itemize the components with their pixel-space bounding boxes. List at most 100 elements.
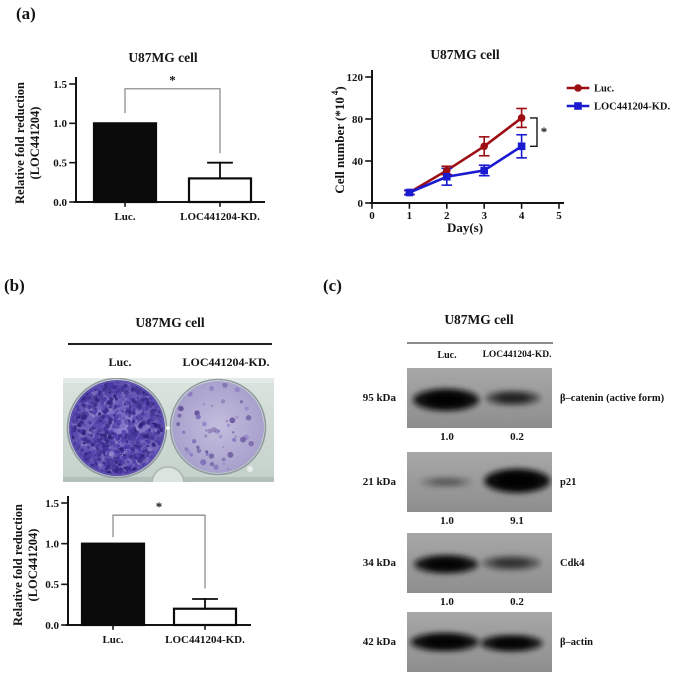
significance-asterisk: * [156,499,163,514]
protein-label: β–actin [560,636,593,648]
protein-label: Cdk4 [560,557,585,569]
blot-image-p21 [407,452,552,512]
y-tick-label: 120 [347,72,364,84]
y-tick-label: 40 [352,156,364,168]
y-axis-label: Cell number (*104) [330,86,347,193]
plate-edge-highlight [63,378,274,383]
panel-b-title: U87MG cell [135,315,205,330]
y-axis-label: (LOC441204) [26,529,40,602]
significance-bracket [124,88,221,154]
significance-bracket [112,514,206,589]
significance-bracket [530,117,538,147]
panel-a-bar-chart: 0.0 0.5 1.0 1.5 Luc. LOC441204-KD. * U87MG cell… [13,50,265,223]
panel-b-lane-label-kd: LOC441204-KD. [182,355,270,369]
legend-label: Luc. [594,84,615,95]
legend-marker-circle [574,84,582,92]
protein-band-core [430,479,462,485]
protein-band [480,635,543,652]
panel-b-lane-label-luc: Luc. [108,355,132,369]
protein-band [410,633,479,651]
densitometry-values: 1.0 0.2 [440,596,524,608]
y-tick-label: 1.0 [53,118,67,130]
y-axis-label: Relative fold reduction [13,82,27,204]
reflection-glint [247,466,253,472]
panel-b-bar-chart: 0.0 0.5 1.0 1.5 Luc. LOC441204-KD. * Relative f… [11,496,251,646]
panel-a-line-chart: 0 40 80 120 0 1 2 3 4 5 * U87MG cell Day(s) Cell numb… [330,47,671,235]
legend-marker-square [574,102,582,110]
protein-band [482,556,541,570]
x-tick-label: 1 [407,210,413,222]
category-label: Luc. [114,211,135,223]
series-line-LOC441204-KD. [408,145,523,194]
panel-c-title-rule [407,342,553,344]
chart-title: U87MG cell [430,47,500,62]
panel-c-lane-label-luc: Luc. [437,350,457,361]
y-tick-label: 80 [352,114,364,126]
panel-c-label: (c) [323,276,342,295]
protein-band-core [426,558,466,570]
x-tick-label: 4 [519,210,525,222]
y-tick-label: 0.0 [53,197,67,209]
data-point [517,142,526,151]
bar-LOC441204-KD. [187,177,253,204]
data-point [480,166,488,175]
y-axis-label: Relative fold reduction [11,504,25,626]
kda-label: 34 kDa [362,557,396,569]
protein-band-core [492,638,531,648]
partial-well [151,466,185,482]
y-tick-label: 0.5 [45,579,59,591]
well-kd-base [172,381,264,473]
y-axis-label: (LOC441204) [28,107,42,180]
protein-band [484,468,551,493]
panel-c-lane-label-kd: LOC441204-KD. [482,350,552,360]
reflection-glint [166,426,170,430]
protein-band-core [496,473,538,488]
x-tick-label: 0 [369,210,375,222]
kda-label: 95 kDa [362,392,396,404]
blot-membrane [407,452,552,512]
protein-band [414,555,479,574]
data-point [443,166,451,175]
data-point [517,114,526,122]
series-line-Luc. [408,116,523,194]
blot-membrane [407,612,552,672]
significance-asterisk: * [541,124,548,139]
protein-band [413,388,480,411]
x-tick-label: 2 [444,210,450,222]
blot-membrane [407,533,552,593]
x-axis-label: Day(s) [447,220,483,235]
protein-label: β–catenin (active form) [560,392,665,404]
y-tick-label: 0 [358,198,364,210]
legend-label: LOC441204-KD. [594,102,671,113]
data-point [480,142,488,151]
y-tick-label: 1.0 [45,539,59,551]
blot-image-Cdk4 [407,533,552,593]
densitometry-values: 1.0 9.1 [440,515,524,527]
densitometry-values: 1.0 0.2 [440,431,524,443]
data-point [405,188,414,197]
protein-band-core [425,393,467,407]
kda-label: 42 kDa [362,636,396,648]
x-tick-label: 3 [481,210,487,222]
bar-LOC441204-KD. [172,607,238,627]
protein-band-core [423,636,466,648]
blot-image-β–actin [407,612,552,672]
colony-formation-photo [63,378,274,482]
blot-image-β–catenin (active form) [407,368,552,428]
well-kd-rim [169,378,267,476]
category-label: LOC441204-KD. [165,634,245,646]
category-label: LOC441204-KD. [180,211,260,223]
protein-label: p21 [560,476,577,488]
kda-label: 21 kDa [362,476,396,488]
panel-b-title-rule [68,343,272,345]
bar-Luc. [92,122,158,204]
y-tick-label: 0.5 [53,158,67,170]
protein-band-core [493,558,530,568]
y-tick-label: 1.5 [45,498,59,510]
panel-b-label: (b) [4,276,25,295]
well-kd-colonies [176,382,254,471]
blot-membrane [407,368,552,428]
significance-asterisk: * [169,73,176,88]
protein-band [485,391,540,405]
protein-band-core [496,393,530,403]
